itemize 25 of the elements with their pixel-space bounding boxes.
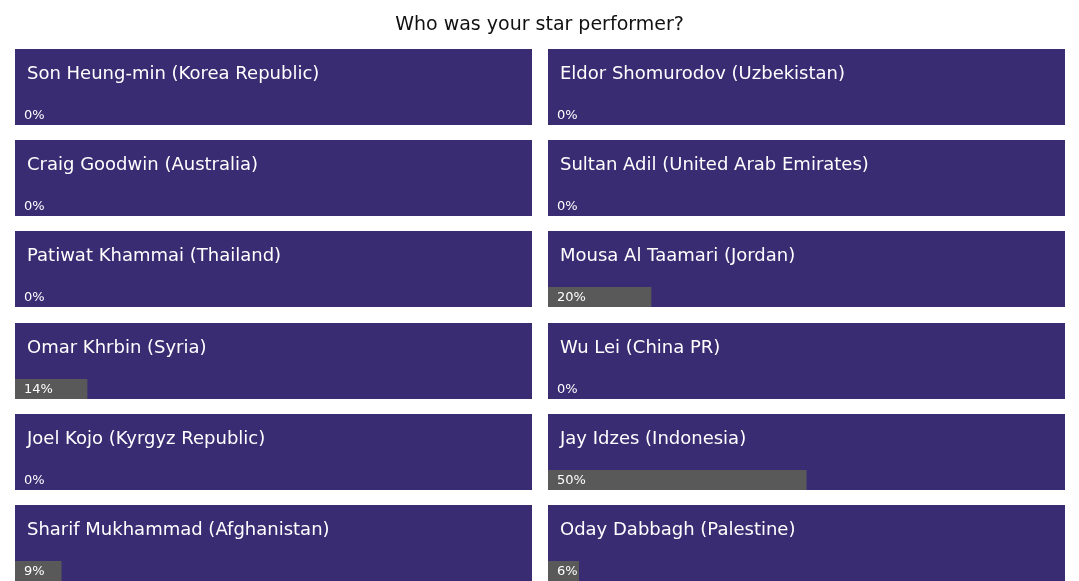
data-label: 9% bbox=[24, 563, 45, 578]
data-label: 0% bbox=[24, 198, 45, 214]
data-label: 0% bbox=[557, 198, 578, 214]
data-label: 6% bbox=[557, 563, 578, 578]
data-label: 0% bbox=[557, 107, 578, 122]
y-tick-label: Son Heung-min (Korea Republic) bbox=[27, 62, 320, 83]
chart-title: Who was your star performer? bbox=[394, 12, 685, 34]
y-tick-label: Joel Kojo (Kyrgyz Republic) bbox=[27, 426, 266, 448]
y-tick-label: Omar Khrbin (Syria) bbox=[27, 335, 207, 357]
y-tick-label: Sultan Adil (United Arab Emirates) bbox=[560, 153, 869, 175]
y-tick-label: Oday Dabbagh (Palestine) bbox=[560, 518, 796, 539]
y-tick-label: Patiwat Khammai (Thailand) bbox=[27, 244, 282, 266]
y-tick-label: Craig Goodwin (Australia) bbox=[27, 153, 259, 175]
y-tick-label: Eldor Shomurodov (Uzbekistan) bbox=[560, 62, 846, 83]
data-label: 50% bbox=[557, 471, 586, 487]
y-tick-label: Sharif Mukhammad (Afghanistan) bbox=[27, 518, 330, 539]
y-tick-label: Wu Lei (China PR) bbox=[560, 335, 721, 357]
y-tick-label: Mousa Al Taamari (Jordan) bbox=[560, 244, 796, 266]
data-label: 0% bbox=[24, 289, 45, 305]
data-label: 0% bbox=[24, 107, 45, 122]
data-label: 0% bbox=[557, 380, 578, 396]
data-label: 14% bbox=[24, 380, 53, 396]
y-tick-label: Jay Idzes (Indonesia) bbox=[560, 426, 747, 448]
data-label: 0% bbox=[24, 471, 45, 487]
data-label: 20% bbox=[557, 289, 586, 305]
